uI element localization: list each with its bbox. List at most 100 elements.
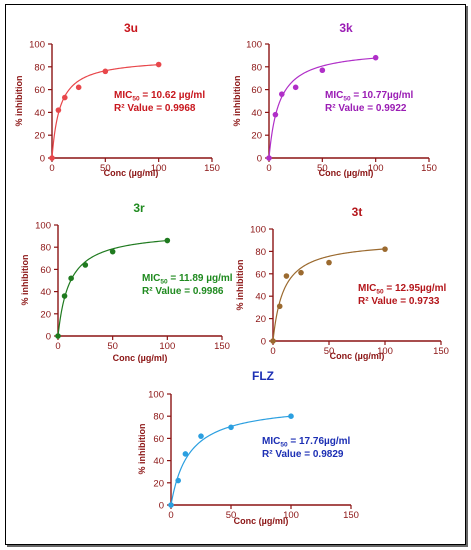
r2-annotation: R² Value = 0.9968 — [114, 103, 196, 114]
data-point — [164, 237, 171, 244]
y-tick-label: 40 — [153, 456, 164, 467]
x-tick-label: 100 — [377, 346, 393, 357]
y-tick-label: 100 — [35, 221, 51, 232]
y-axis-label: % inhibition — [20, 255, 30, 306]
y-tick-label: 80 — [34, 62, 45, 73]
data-point — [49, 155, 55, 161]
fit-curve — [272, 248, 386, 342]
data-point — [326, 259, 332, 266]
data-point — [270, 338, 276, 344]
data-point — [372, 54, 379, 61]
y-tick-label: 0 — [46, 332, 51, 343]
y-tick-label: 60 — [251, 85, 262, 96]
y-tick-label: 80 — [255, 247, 266, 258]
y-tick-label: 80 — [251, 62, 262, 73]
y-tick-label: 20 — [153, 478, 164, 489]
x-axis-label: Conc (µg/ml) — [234, 516, 289, 526]
x-tick-label: 0 — [270, 346, 275, 357]
x-axis-label: Conc (µg/ml) — [330, 351, 385, 361]
y-tick-label: 20 — [255, 314, 266, 325]
x-tick-label: 50 — [317, 163, 328, 174]
x-tick-label: 50 — [226, 510, 237, 521]
x-tick-label: 100 — [368, 163, 384, 174]
data-point — [292, 84, 299, 91]
data-point — [272, 111, 279, 118]
x-tick-label: 150 — [421, 163, 437, 174]
y-tick-label: 60 — [153, 434, 164, 445]
data-point — [55, 333, 61, 339]
x-tick-label: 150 — [214, 341, 230, 352]
data-point — [283, 273, 290, 279]
data-point — [61, 293, 68, 299]
data-point — [175, 477, 181, 484]
x-tick-label: 150 — [433, 346, 449, 357]
data-point — [228, 424, 234, 431]
data-point — [82, 262, 89, 268]
chart-title: 3u — [124, 21, 138, 35]
x-tick-label: 0 — [266, 163, 271, 174]
data-point — [266, 155, 272, 161]
data-point — [276, 303, 283, 310]
fit-curve — [51, 64, 159, 159]
y-tick-label: 60 — [34, 85, 45, 96]
x-tick-label: 50 — [107, 341, 118, 352]
x-tick-label: 100 — [283, 510, 299, 521]
y-tick-label: 20 — [40, 309, 51, 320]
figure-frame — [5, 4, 466, 545]
y-axis-label: % inhibition — [235, 260, 245, 311]
y-tick-label: 60 — [40, 265, 51, 276]
r2-annotation: R² Value = 0.9986 — [142, 286, 224, 297]
x-axis-label: Conc (µg/ml) — [113, 353, 168, 363]
chart-title: 3k — [339, 21, 353, 35]
y-tick-label: 20 — [34, 131, 45, 142]
x-tick-label: 150 — [204, 163, 220, 174]
x-tick-label: 0 — [168, 510, 173, 521]
y-tick-label: 0 — [257, 154, 262, 165]
data-point — [68, 275, 74, 282]
y-tick-label: 40 — [34, 108, 45, 119]
mic50-annotation: MIC50 = 10.62 µg/ml — [114, 90, 205, 103]
y-tick-label: 40 — [255, 292, 266, 303]
data-point — [182, 451, 189, 457]
data-point — [288, 413, 294, 420]
mic50-annotation: MIC50 = 17.76µg/ml — [262, 436, 351, 449]
y-tick-label: 80 — [40, 243, 51, 254]
data-point — [168, 502, 174, 508]
r2-annotation: R² Value = 0.9829 — [262, 449, 344, 460]
y-tick-label: 100 — [246, 40, 262, 51]
y-tick-label: 0 — [159, 501, 164, 512]
data-point — [109, 248, 116, 255]
chart-title: 3t — [352, 205, 363, 219]
x-tick-label: 0 — [55, 341, 60, 352]
y-tick-label: 0 — [40, 154, 45, 165]
r2-annotation: R² Value = 0.9733 — [358, 296, 440, 307]
data-point — [75, 84, 82, 91]
data-point — [55, 107, 62, 113]
chart-title: FLZ — [252, 369, 274, 383]
mic50-annotation: MIC50 = 10.77µg/ml — [325, 90, 414, 103]
data-point — [62, 94, 68, 101]
mic50-annotation: MIC50 = 11.89 µg/ml — [142, 273, 233, 286]
x-tick-label: 100 — [159, 341, 175, 352]
data-point — [319, 67, 326, 74]
fit-curve — [170, 415, 292, 506]
x-tick-label: 100 — [151, 163, 167, 174]
data-point — [155, 61, 162, 68]
x-tick-label: 50 — [100, 163, 111, 174]
y-tick-label: 100 — [250, 225, 266, 236]
data-point — [198, 433, 204, 439]
x-tick-label: 150 — [343, 510, 359, 521]
y-tick-label: 40 — [251, 108, 262, 119]
chart-title: 3r — [133, 201, 145, 215]
data-point — [382, 246, 388, 252]
mic50-annotation: MIC50 = 12.95µg/ml — [358, 283, 447, 296]
y-tick-label: 20 — [251, 131, 262, 142]
y-axis-label: % inhibition — [137, 424, 147, 475]
y-axis-label: % inhibition — [232, 76, 242, 127]
x-axis-label: Conc (µg/ml) — [319, 168, 374, 178]
